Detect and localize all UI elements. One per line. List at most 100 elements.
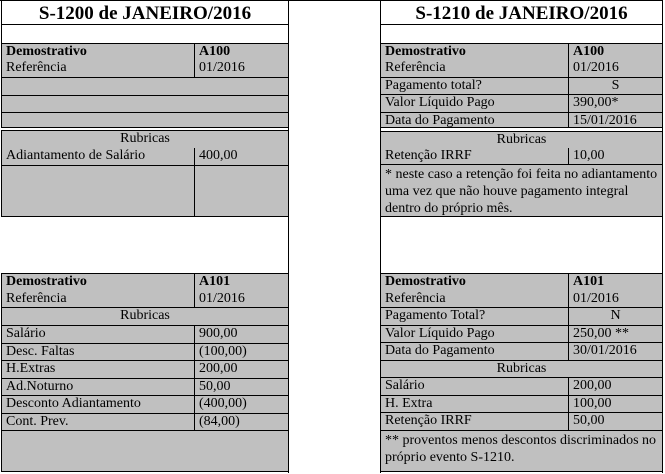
s1210-a100-demonstrativo-row: Demostrativo A100 [380, 43, 663, 61]
s1210-a101-row: ** proventos menos descontos discriminad… [380, 431, 663, 472]
row-label: Referência [6, 291, 67, 306]
row-label: Demostrativo [6, 44, 87, 59]
s1210-a101-row: Data do Pagamento 30/01/2016 [380, 343, 663, 361]
row-label: Desc. Faltas [6, 344, 75, 359]
row-value: 400,00 [194, 148, 288, 165]
row-label: Referência [385, 60, 446, 75]
s1200-a100-rubricas-row: Rubricas [1, 130, 289, 149]
footnote: * neste caso a retenção foi feita no adi… [385, 167, 658, 216]
column-divider [662, 0, 663, 473]
row-label: Referência [385, 291, 446, 306]
row-value: S [568, 78, 662, 94]
row-label: Demostrativo [6, 274, 87, 289]
row-label: Demostrativo [385, 274, 466, 289]
row-label: Referência [6, 60, 67, 75]
row-label: Demostrativo [385, 44, 466, 59]
row-value: 01/2016 [194, 291, 288, 307]
row-label: Data do Pagamento [385, 113, 495, 127]
s1200-a100-rubricas-row [1, 166, 289, 217]
s1200-a101-row: Salário 900,00 [1, 326, 289, 344]
row-label: Ad.Noturno [6, 379, 74, 394]
s1200-title: S-1200 de JANEIRO/2016 [1, 0, 289, 25]
s1210-a100-demonstrativo-row: Data do Pagamento 15/01/2016 [380, 113, 663, 128]
row-label: Cont. Prev. [6, 414, 69, 429]
s1200-a100-demonstrativo-row [1, 78, 289, 96]
row-value: 100,00 [568, 396, 662, 412]
row-label: Valor Líquido Pago [385, 326, 495, 341]
row-label: H. Extra [385, 396, 433, 411]
row-value: 10,00 [568, 148, 662, 164]
row-value: 250,00 ** [568, 326, 662, 342]
s1200-a100-demonstrativo-row: Demostrativo A100 [1, 43, 289, 61]
empty-cell [194, 166, 288, 216]
row-value: N [568, 308, 662, 325]
row-value: (400,00) [194, 396, 288, 413]
row-value: A100 [568, 44, 662, 60]
s1210-a101-row: Valor Líquido Pago 250,00 ** [380, 326, 663, 343]
row-label: Data do Pagamento [385, 343, 495, 358]
s1200-a101-row: Demostrativo A101 [1, 273, 289, 292]
row-label: Retenção IRRF [385, 148, 472, 163]
top-border [0, 0, 663, 1]
s1210-a100-rubricas-row: Rubricas [380, 131, 663, 149]
row-value: 01/2016 [568, 60, 662, 77]
row-value: 200,00 [194, 361, 288, 378]
blank-row [380, 25, 663, 44]
row-label: H.Extras [6, 361, 56, 376]
row-label: Adiantamento de Salário [6, 148, 146, 163]
row-label: Pagamento total? [385, 78, 482, 93]
row-label: Desconto Adiantamento [6, 396, 141, 411]
s1200-a100-demonstrativo-row [1, 113, 289, 128]
row-value: 50,00 [568, 413, 662, 430]
section-heading: Rubricas [120, 308, 170, 323]
row-value: 50,00 [194, 379, 288, 395]
s1200-a101-row: Referência 01/2016 [1, 291, 289, 308]
row-value: 390,00* [568, 95, 662, 112]
row-value: A101 [568, 274, 662, 291]
s1200-a101-row: Ad.Noturno 50,00 [1, 379, 289, 396]
row-value: 15/01/2016 [568, 113, 662, 127]
column-divider [288, 0, 289, 473]
s1200-a101-row: Cont. Prev. (84,00) [1, 414, 289, 431]
row-value: 200,00 [568, 378, 662, 395]
s1210-a100-demonstrativo-row: Valor Líquido Pago 390,00* [380, 95, 663, 113]
section-heading: Rubricas [120, 131, 170, 146]
s1210-a100-rubricas-row: Retenção IRRF 10,00 [380, 148, 663, 165]
s1200-a100-demonstrativo-row: Referência 01/2016 [1, 60, 289, 78]
section-heading: Rubricas [496, 361, 547, 376]
s1200-a101-row: Rubricas [1, 308, 289, 326]
column-divider [380, 0, 381, 473]
row-value: 01/2016 [568, 291, 662, 307]
row-value: (100,00) [194, 344, 288, 360]
s1200-a101-row: Desconto Adiantamento (400,00) [1, 396, 289, 414]
s1210-a101-row: Rubricas [380, 361, 663, 378]
s1200-a100-rubricas-row: Adiantamento de Salário 400,00 [1, 148, 289, 166]
row-label: Valor Líquido Pago [385, 95, 495, 110]
row-value: A101 [194, 274, 288, 291]
footnote: ** proventos menos descontos discriminad… [385, 433, 657, 465]
row-value: 900,00 [194, 326, 288, 343]
s1200-a100-demonstrativo-row [1, 96, 289, 113]
row-label: Retenção IRRF [385, 413, 472, 428]
row-value: 01/2016 [194, 60, 288, 77]
s1210-a101-row: H. Extra 100,00 [380, 396, 663, 413]
section-heading: Rubricas [496, 132, 547, 147]
s1200-a101-row: Desc. Faltas (100,00) [1, 344, 289, 361]
row-label: Salário [6, 326, 46, 341]
blank-row [1, 25, 289, 44]
s1200-a101-row [1, 431, 289, 472]
s1210-a101-row: Referência 01/2016 [380, 291, 663, 308]
s1210-a101-row: Retenção IRRF 50,00 [380, 413, 663, 431]
row-label: Salário [385, 378, 425, 393]
s1210-a100-demonstrativo-row: Referência 01/2016 [380, 60, 663, 78]
s1210-a101-row: Demostrativo A101 [380, 273, 663, 292]
s1210-a101-row: Pagamento Total? N [380, 308, 663, 326]
row-value: A100 [194, 44, 288, 60]
s1200-a101-row: H.Extras 200,00 [1, 361, 289, 379]
row-value: 30/01/2016 [568, 343, 662, 360]
s1210-a100-rubricas-row: * neste caso a retenção foi feita no adi… [380, 165, 663, 217]
row-label: Pagamento Total? [385, 308, 486, 323]
s1210-a101-row: Salário 200,00 [380, 378, 663, 396]
s1210-title: S-1210 de JANEIRO/2016 [380, 0, 663, 25]
s1210-a100-demonstrativo-row: Pagamento total? S [380, 78, 663, 95]
